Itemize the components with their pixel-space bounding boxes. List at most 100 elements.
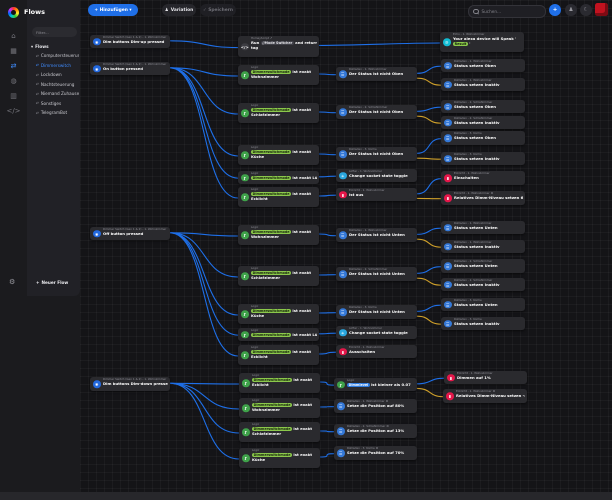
card-body: Dim buttons Dim-up pressed xyxy=(103,40,168,45)
avatar[interactable] xyxy=(595,3,608,16)
flow-card-r5[interactable]: ☰ Rollladen - 2. Schlafzimmer Status setze… xyxy=(441,116,525,129)
blinds-icon: ☰ xyxy=(444,280,452,289)
card-text: Ecklicht xyxy=(251,354,268,359)
card-header: Logic xyxy=(251,172,259,176)
sidebar-item-lockdown[interactable]: ⇄ Lockdown xyxy=(31,70,79,80)
flow-card-m4[interactable]: ✳ Lüfter - 1. Wohnzimmer Change socket sta… xyxy=(336,169,417,182)
flow-card-l2[interactable]: ƒ Logic Dimmerswitchmode ist exakt Schlafzi… xyxy=(238,103,319,123)
flow-card-l11[interactable]: ƒ Logic Dimmerswitchmode ist exakt Ecklicht xyxy=(239,373,320,393)
flow-card-l3[interactable]: ƒ Logic Dimmerswitchmode ist exakt Küche xyxy=(238,145,319,165)
flow-card-m3[interactable]: ☰ Rollladen - 3. Küche Der Status ist nich… xyxy=(336,147,417,161)
home-icon[interactable]: ⌂ xyxy=(11,32,16,40)
card-text: Status setzen Oben xyxy=(454,63,496,68)
flow-wire xyxy=(318,42,441,46)
flow-card-r6[interactable]: ☰ Rollladen - 3. Küche Status setzen Oben xyxy=(441,131,525,145)
flow-card-r16[interactable]: ▮ Ecklicht - 1. Wohnzimmer Dimmen auf 1% xyxy=(444,371,527,384)
flow-card-l10[interactable]: ƒ Logic Dimmerswitchmode ist exakt Ecklicht xyxy=(238,345,319,365)
card-text: Relatives Dimm-Niveau setzen -4% xyxy=(456,393,525,398)
flow-card-t3[interactable]: ◉ Dimmer Switch (Gen 1 & 2) - 1. Wohnzimm… xyxy=(90,227,170,240)
flow-card-l14[interactable]: ƒ Logic Dimmerswitchmode ist exakt Küche xyxy=(239,448,320,468)
flow-card-l7[interactable]: ƒ Logic Dimmerswitchmode ist exakt Schlafzi… xyxy=(238,266,319,286)
flow-card-r8[interactable]: ▮ Ecklicht - 1. Wohnzimmer Einschalten xyxy=(441,171,525,185)
flow-card-r4[interactable]: ☰ Rollladen - 2. Schlafzimmer Status setze… xyxy=(441,100,525,113)
flow-card-l5[interactable]: ƒ Logic Dimmerswitchmode ist exakt Ecklicht xyxy=(238,187,319,207)
flow-card-r7[interactable]: ☰ Rollladen - 3. Küche Status setzen Inakt… xyxy=(441,152,525,165)
flow-card-n5[interactable]: ▮ Ecklicht - 1. Wohnzimmer Ausschalten xyxy=(336,345,417,358)
flow-card-q4[interactable]: ☰ Rollladen - 3. Küche ⚙ Setze die Positio… xyxy=(334,446,417,460)
sidebar-item-computersteuerung[interactable]: ⇄ Computersteuerung xyxy=(31,51,79,61)
flow-card-r15[interactable]: ☰ Rollladen - 3. Küche Status setzen Inakt… xyxy=(441,317,525,330)
flow-card-t4[interactable]: ◉ Dimmer Switch (Gen 1 & 2) - 1. Wohnzimm… xyxy=(90,377,170,391)
search-input[interactable]: Suchen... xyxy=(468,5,546,18)
add-button[interactable]: + Hinzufügen ▾ xyxy=(88,4,138,16)
card-body: Ist aus xyxy=(349,193,415,198)
flow-card-r9[interactable]: ▮ Ecklicht - 1. Wohnzimmer ⚙ Relatives Dim… xyxy=(441,191,525,205)
user-icon[interactable]: ♟ xyxy=(565,4,577,16)
devices-icon[interactable]: ▦ xyxy=(10,47,17,55)
flow-card-n3[interactable]: ☰ Rollladen - 3. Küche Der Status ist nich… xyxy=(336,305,417,319)
card-header: Rollladen - 1. Wohnzimmer ⚙ xyxy=(347,400,389,404)
flow-card-t2[interactable]: ◉ Dimmer Switch (Gen 1 & 2) - 1. Wohnzimm… xyxy=(90,62,170,75)
blinds-icon: ☰ xyxy=(339,70,347,78)
flow-card-q2[interactable]: ☰ Rollladen - 1. Wohnzimmer ⚙ Setze die Po… xyxy=(334,399,417,413)
flow-card-l6[interactable]: ƒ Logic Dimmerswitchmode ist exakt Wohnzimm… xyxy=(238,225,319,245)
sidebar-item-dimmerswitch[interactable]: ⇄ Dimmerswitch xyxy=(31,61,79,71)
card-body: Der Status ist nicht Unten xyxy=(349,233,415,238)
flow-card-q3[interactable]: ☰ Rollladen - 2. Schlafzimmer ⚙ Setze die … xyxy=(334,424,417,438)
flow-card-r11[interactable]: ☰ Rollladen - 1. Wohnzimmer Status setzen … xyxy=(441,240,525,253)
insights-icon[interactable]: ▥ xyxy=(10,92,17,100)
energy-icon[interactable]: ◍ xyxy=(10,77,17,85)
sidebar-item-niemand-zuhause[interactable]: ⇄ Niemand Zuhause xyxy=(31,89,79,99)
new-flow-button[interactable]: + Neuer Flow xyxy=(36,280,69,285)
sidebar-item-telegrambot[interactable]: ⇄ TelegramBot xyxy=(31,108,79,118)
sidebar-item-nachtsteuerung[interactable]: ⇄ Nachtsteuerung xyxy=(31,80,79,90)
flow-card-t1[interactable]: ◉ Dimmer Switch (Gen 1 & 2) - 1. Wohnzimm… xyxy=(90,35,170,48)
variation-button[interactable]: ♟ Variation xyxy=(162,4,196,16)
flow-card-l13[interactable]: ƒ Logic Dimmerswitchmode ist exakt Schlafzi… xyxy=(239,422,320,442)
card-text: Dimmen auf 1% xyxy=(457,375,491,380)
flow-card-m2[interactable]: ☰ Rollladen - 2. Schlafzimmer Der Status i… xyxy=(336,105,417,119)
code-icon[interactable]: </> xyxy=(6,107,21,115)
tag-chip: Dimmerswitchmode xyxy=(251,229,292,234)
card-header: Rollladen - 3. Küche xyxy=(454,153,482,157)
card-body-line2: Result ' xyxy=(453,41,522,47)
save-button[interactable]: ✓ Speichern xyxy=(200,4,236,16)
flow-card-n4[interactable]: ✳ Lüfter - 1. Wohnzimmer Change socket sta… xyxy=(336,326,417,339)
card-header: Logic xyxy=(251,188,259,192)
blinds-icon: ☰ xyxy=(337,449,345,457)
flow-wire xyxy=(169,382,240,460)
flow-card-m5[interactable]: ▮ Ecklicht - 1. Wohnzimmer Ist aus xyxy=(336,188,417,201)
flow-card-q1[interactable]: ƒ Logic Dimmlevel ist kleiner als 0.07 xyxy=(334,378,417,391)
card-text: Relatives Dimm-Niveau setzen 6% xyxy=(454,195,523,200)
flow-card-m1[interactable]: ☰ Rollladen - 1. Wohnzimmer Der Status ist… xyxy=(336,67,417,81)
flow-card-r3[interactable]: ☰ Rollladen - 1. Wohnzimmer Status setzen … xyxy=(441,78,525,91)
flow-card-l12[interactable]: ƒ Logic Dimmerswitchmode ist exakt Wohnzimm… xyxy=(239,398,320,418)
flows-icon[interactable]: ⇄ xyxy=(10,62,17,70)
card-text: Status setzen Inaktiv xyxy=(454,120,500,125)
filter-input[interactable]: Filter... xyxy=(32,27,77,37)
flow-card-r1[interactable]: ◎ Echo - 1. Wohnzimmer Your alexa device w… xyxy=(440,32,524,52)
flow-canvas[interactable]: ◉ Dimmer Switch (Gen 1 & 2) - 1. Wohnzimm… xyxy=(80,0,612,500)
card-body-line2: Ecklicht xyxy=(251,355,317,360)
flow-card-r2[interactable]: ☰ Rollladen - 1. Wohnzimmer Status setzen … xyxy=(441,59,525,72)
card-text: Change socket state toggle xyxy=(349,330,408,335)
flow-card-r12[interactable]: ☰ Rollladen - 2. Schlafzimmer Status setze… xyxy=(441,259,525,273)
sidebar-item-sonstiges[interactable]: ⇄ Sonstiges xyxy=(31,99,79,109)
flow-card-r14[interactable]: ☰ Rollladen - 3. Küche Status setzen Unten xyxy=(441,298,525,311)
flow-card-l8[interactable]: ƒ Logic Dimmerswitchmode ist exakt Küche xyxy=(238,304,319,324)
flow-card-r17[interactable]: ▮ Ecklicht - 1. Wohnzimmer ⚙ Relatives Dim… xyxy=(443,389,527,403)
tree-root-flows[interactable]: ▾ Flows xyxy=(31,44,49,49)
flow-card-n1[interactable]: ☰ Rollladen - 1. Wohnzimmer Der Status ist… xyxy=(336,228,417,242)
card-body: Status setzen Unten xyxy=(454,226,523,231)
flow-card-r10[interactable]: ☰ Rollladen - 1. Wohnzimmer Status setzen … xyxy=(441,221,525,234)
card-text: ' xyxy=(467,41,471,46)
flow-card-l1[interactable]: ƒ Logic Dimmerswitchmode ist exakt Wohnzimm… xyxy=(238,65,319,85)
flow-card-r13[interactable]: ☰ Rollladen - 2. Schlafzimmer Status setze… xyxy=(441,278,525,291)
dark-mode-moon-icon[interactable]: ☾ xyxy=(580,4,592,16)
flow-card-n2[interactable]: ☰ Rollladen - 2. Schlafzimmer Der Status i… xyxy=(336,267,417,281)
settings-gear-icon[interactable]: ⚙ xyxy=(9,278,16,286)
quick-add-button[interactable]: + xyxy=(549,4,561,16)
flow-card-a1[interactable]: </> HomeyScript ↗ Run //Mode Switcher and … xyxy=(238,36,319,57)
